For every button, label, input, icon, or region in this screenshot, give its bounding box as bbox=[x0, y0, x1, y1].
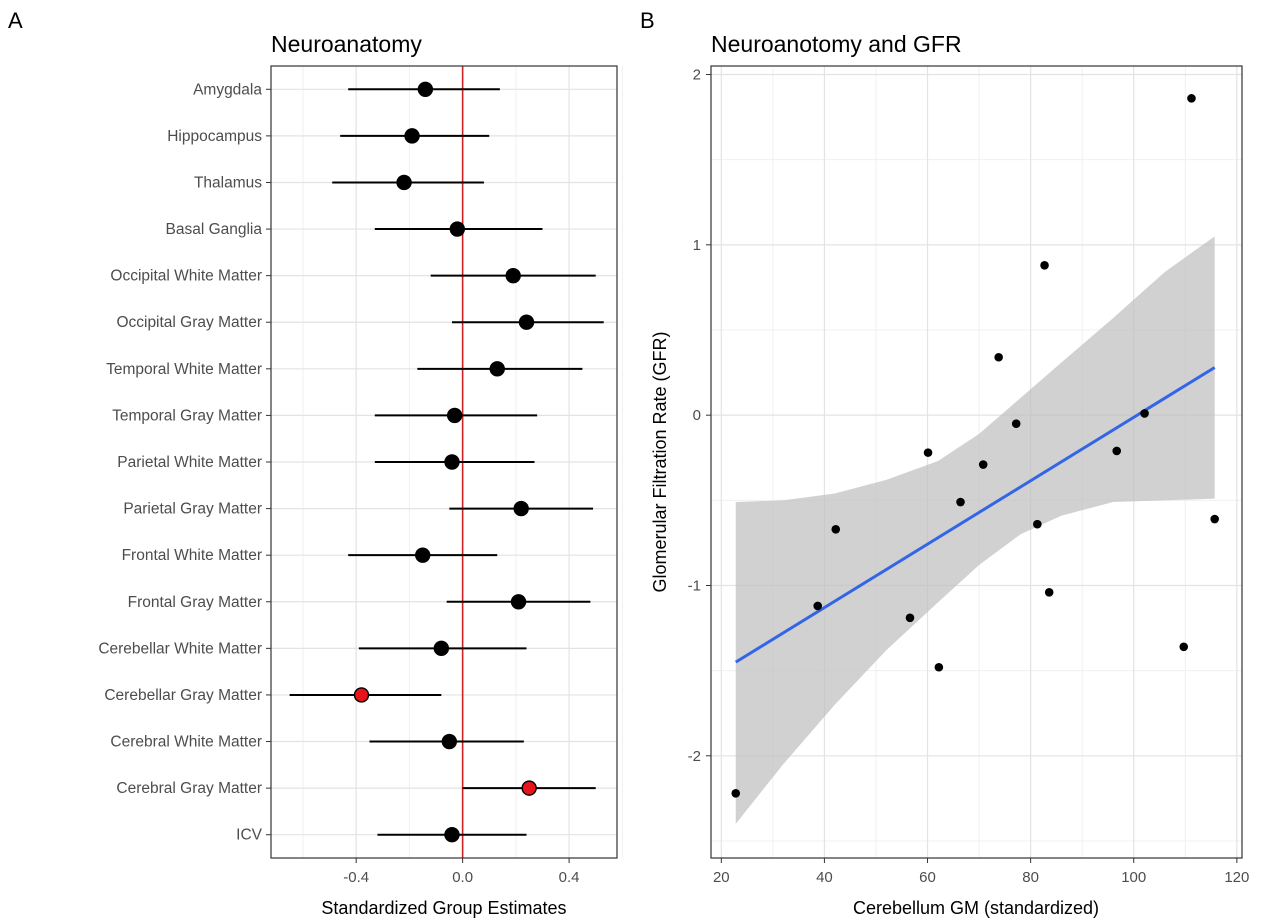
forest-plot-x-axis-label: Standardized Group Estimates bbox=[321, 898, 566, 918]
estimate-point bbox=[446, 407, 463, 424]
scatter-points bbox=[731, 94, 1219, 798]
row-label: Cerebral White Matter bbox=[110, 734, 262, 751]
row-label: Amygdala bbox=[193, 81, 262, 98]
estimate-point bbox=[449, 221, 466, 237]
x-tick-label: 60 bbox=[919, 869, 936, 886]
estimate-point bbox=[521, 780, 537, 796]
estimate-point bbox=[433, 640, 450, 657]
row-label: Cerebral Gray Matter bbox=[116, 780, 262, 797]
scatter-point bbox=[956, 497, 965, 507]
x-tick-label: 100 bbox=[1121, 869, 1146, 886]
x-tick-label: 0.0 bbox=[452, 869, 473, 886]
row-label: Hippocampus bbox=[167, 128, 262, 145]
estimate-point bbox=[404, 128, 420, 144]
estimate-point bbox=[415, 547, 431, 563]
scatter-plot-title: Neuroanotomy and GFR bbox=[711, 31, 962, 57]
estimate-point bbox=[513, 500, 529, 517]
x-tick-label: 80 bbox=[1022, 869, 1039, 886]
y-tick-label: 1 bbox=[693, 237, 701, 254]
scatter-plot-y-axis-label: Glomerular Filtration Rate (GFR) bbox=[650, 331, 670, 592]
scatter-point bbox=[813, 601, 823, 611]
estimate-point bbox=[441, 733, 458, 750]
scatter-plot-border bbox=[710, 65, 1243, 859]
forest-plot-marks bbox=[289, 66, 604, 858]
y-tick-label: -1 bbox=[688, 577, 701, 594]
estimate-point bbox=[444, 454, 460, 470]
x-tick-label: 40 bbox=[816, 869, 833, 886]
scatter-point bbox=[1044, 587, 1054, 597]
scatter-point bbox=[1033, 519, 1042, 529]
scatter-point bbox=[1140, 409, 1149, 418]
scatter-point bbox=[923, 448, 933, 457]
y-tick-label: 2 bbox=[693, 67, 701, 84]
x-tick-label: 20 bbox=[713, 869, 730, 886]
confidence-band bbox=[735, 236, 1215, 824]
scatter-point bbox=[1187, 94, 1196, 103]
regression-line bbox=[734, 366, 1216, 664]
row-label: Temporal Gray Matter bbox=[112, 407, 262, 424]
estimate-point bbox=[510, 594, 527, 610]
row-label: ICV bbox=[236, 827, 263, 844]
scatter-point bbox=[731, 788, 741, 798]
scatter-point bbox=[1210, 514, 1219, 524]
estimate-point bbox=[417, 81, 434, 97]
estimate-point bbox=[353, 687, 370, 703]
estimate-point bbox=[489, 361, 505, 377]
scatter-plot-y-ticks: -2 -1 0 1 2 bbox=[688, 67, 711, 765]
estimate-point bbox=[396, 174, 412, 191]
x-tick-label: 0.4 bbox=[559, 869, 580, 886]
scatter-point bbox=[905, 613, 915, 623]
row-label: Frontal Gray Matter bbox=[128, 594, 262, 611]
row-label: Thalamus bbox=[194, 174, 262, 191]
row-label: Cerebellar White Matter bbox=[98, 640, 262, 657]
scatter-point bbox=[934, 662, 944, 672]
x-tick-label: -0.4 bbox=[343, 869, 369, 886]
panel-a-letter: A bbox=[8, 8, 23, 33]
scatter-plot-x-axis-label: Cerebellum GM (standardized) bbox=[853, 898, 1099, 918]
row-label: Basal Ganglia bbox=[165, 221, 262, 238]
scatter-plot-panel: Neuroanotomy and GFR 20 40 60 80 100 120 -2-1… bbox=[650, 31, 1249, 918]
estimate-point bbox=[444, 827, 460, 843]
estimate-point bbox=[505, 267, 521, 284]
row-label: Occipital Gray Matter bbox=[116, 314, 262, 331]
y-tick-label: 0 bbox=[693, 407, 701, 424]
scatter-point bbox=[1011, 419, 1021, 428]
estimate-point bbox=[518, 314, 535, 330]
x-tick-label: 120 bbox=[1224, 869, 1249, 886]
row-label: Temporal White Matter bbox=[106, 361, 262, 378]
forest-plot-panel: Neuroanatomy -0.4 0.0 0.4 Amygdala Hippocam… bbox=[98, 31, 623, 918]
row-label: Frontal White Matter bbox=[122, 547, 262, 564]
forest-plot-title: Neuroanatomy bbox=[271, 31, 422, 57]
row-label: Parietal Gray Matter bbox=[123, 501, 262, 518]
y-tick-label: -2 bbox=[688, 748, 701, 765]
row-label: Occipital White Matter bbox=[110, 268, 262, 285]
scatter-point bbox=[994, 352, 1003, 362]
forest-plot-x-ticks: -0.4 0.0 0.4 bbox=[343, 858, 580, 886]
scatter-point bbox=[1112, 446, 1122, 456]
scatter-point bbox=[831, 524, 841, 534]
panel-b-letter: B bbox=[640, 8, 655, 33]
scatter-point bbox=[1040, 260, 1049, 270]
scatter-point bbox=[978, 460, 988, 469]
scatter-plot-x-ticks: 20 40 60 80 100 120 bbox=[713, 858, 1249, 886]
forest-plot-row-labels: Amygdala Hippocampus Thalamus Basal Ganglia… bbox=[98, 81, 271, 844]
row-label: Parietal White Matter bbox=[117, 454, 262, 471]
row-label: Cerebellar Gray Matter bbox=[104, 687, 262, 704]
scatter-point bbox=[1179, 642, 1189, 652]
